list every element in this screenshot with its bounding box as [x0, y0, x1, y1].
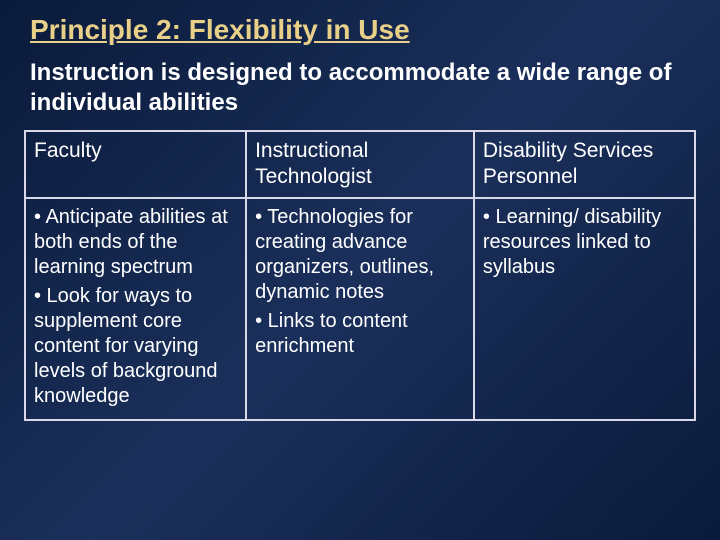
tech-bullet-1: • Technologies for creating advance orga… [255, 205, 465, 305]
disability-bullet-1: • Learning/ disability resources linked … [483, 205, 686, 280]
slide-subtitle: Instruction is designed to accommodate a… [30, 58, 690, 118]
faculty-bullet-1: • Anticipate abilities at both ends of t… [34, 205, 237, 280]
cell-faculty: • Anticipate abilities at both ends of t… [25, 198, 246, 420]
cell-disability: • Learning/ disability resources linked … [474, 198, 695, 420]
faculty-bullet-2: • Look for ways to supplement core conte… [34, 284, 237, 409]
header-tech: Instructional Technologist [246, 131, 474, 198]
slide-container: Principle 2: Flexibility in Use Instruct… [0, 0, 720, 540]
header-faculty: Faculty [25, 131, 246, 198]
table-row: • Anticipate abilities at both ends of t… [25, 198, 695, 420]
table-header-row: Faculty Instructional Technologist Disab… [25, 131, 695, 198]
content-table: Faculty Instructional Technologist Disab… [24, 130, 696, 421]
header-disability: Disability Services Personnel [474, 131, 695, 198]
cell-tech: • Technologies for creating advance orga… [246, 198, 474, 420]
slide-title: Principle 2: Flexibility in Use [30, 14, 696, 46]
tech-bullet-2: • Links to content enrichment [255, 309, 465, 359]
